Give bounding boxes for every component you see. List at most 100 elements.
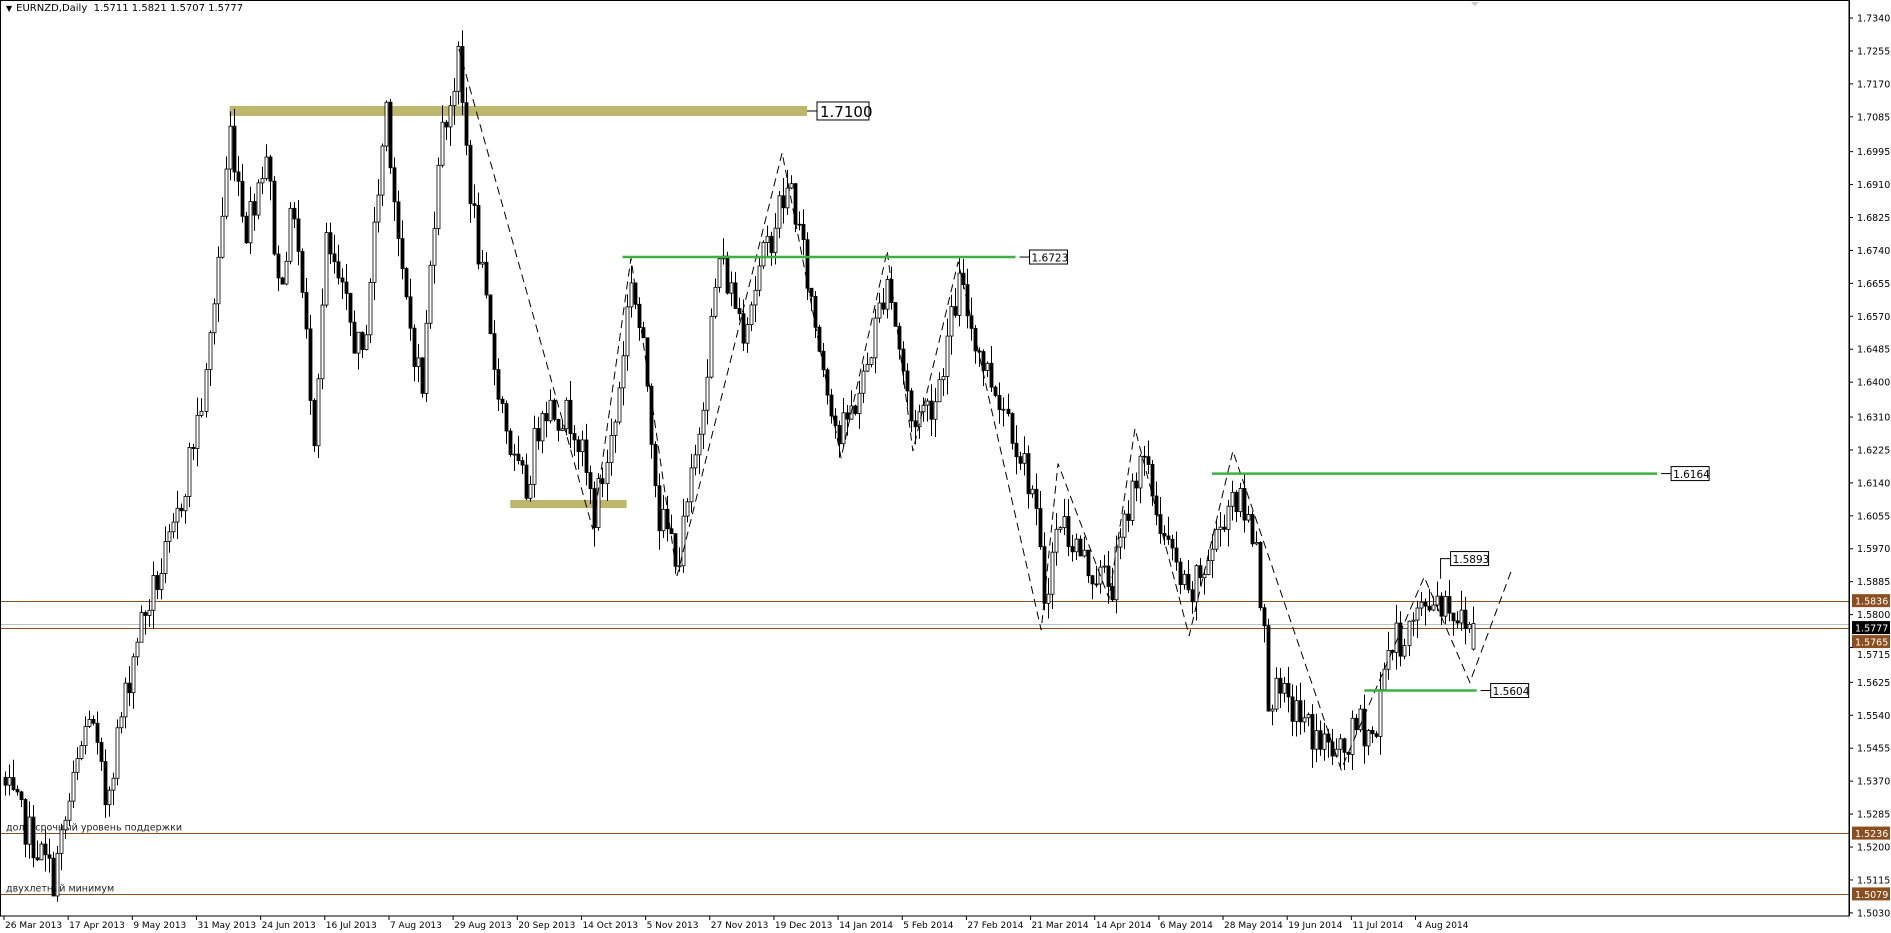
candle-bull <box>428 264 433 324</box>
candle-bear <box>1423 601 1428 607</box>
green-level-label: 1.5604 <box>1493 686 1530 698</box>
level-price-tag: 1.5836 <box>1855 597 1888 608</box>
candle-bull <box>115 727 120 779</box>
candle-bear <box>1174 547 1179 563</box>
y-tick-label: 1.5540 <box>1857 711 1890 722</box>
candle-bear <box>637 303 642 328</box>
candle-bull <box>949 306 954 337</box>
triangle-down-icon[interactable]: ▼ <box>6 4 13 13</box>
candle-bear <box>801 224 806 241</box>
candle-bear <box>352 321 357 354</box>
candle-bear <box>179 507 184 512</box>
candle-bear <box>1326 733 1331 743</box>
candle-bear <box>1170 539 1175 549</box>
x-tick-label: 21 Mar 2014 <box>1032 921 1089 931</box>
candle-bull <box>1210 548 1215 561</box>
candle-bear <box>821 350 826 371</box>
candle-bear <box>300 251 305 293</box>
candle-bear <box>536 428 541 442</box>
candle-bull <box>1314 730 1319 750</box>
green-level-label: 1.6164 <box>1673 469 1710 481</box>
green-level-label: 1.6723 <box>1032 253 1069 265</box>
candle-bull <box>761 242 766 267</box>
y-tick-label: 1.5625 <box>1857 678 1890 689</box>
candle-bear <box>769 235 774 254</box>
candle-bear <box>496 369 501 400</box>
zone-rect <box>229 105 807 117</box>
candle-bull <box>1407 620 1412 646</box>
candle-bull <box>1282 682 1287 694</box>
candle-bull <box>59 829 64 854</box>
y-tick-label: 1.6310 <box>1857 413 1890 424</box>
candle-bull <box>424 322 429 394</box>
candle-bear <box>344 281 349 294</box>
candle-bear <box>1154 495 1159 516</box>
candle-bull <box>596 478 601 528</box>
candle-bull <box>528 483 533 499</box>
candle-bull <box>693 454 698 469</box>
candle-bear <box>989 362 994 388</box>
candle-bull <box>1246 514 1251 521</box>
candle-bear <box>155 575 160 590</box>
candle-bear <box>568 399 573 434</box>
candle-bear <box>1126 513 1131 521</box>
candle-bull <box>629 282 634 308</box>
y-tick-label: 1.6655 <box>1857 279 1890 290</box>
candle-bear <box>400 238 405 269</box>
candle-bull <box>1054 528 1059 553</box>
candle-bull <box>368 281 373 336</box>
candle-bull <box>151 575 156 611</box>
x-tick-label: 14 Jan 2014 <box>839 921 893 931</box>
x-tick-label: 11 Jul 2014 <box>1352 921 1403 931</box>
candle-bull <box>199 410 204 416</box>
candle-bear <box>99 742 104 762</box>
candle-bear <box>304 291 309 330</box>
candle-bull <box>1218 526 1223 530</box>
candle-bear <box>1318 730 1323 750</box>
candle-bull <box>1435 595 1440 606</box>
candle-bull <box>1001 408 1006 411</box>
candle-bear <box>348 292 353 323</box>
level-price-tag-bg <box>1852 826 1890 840</box>
candle-bear <box>19 791 24 800</box>
candle-bear <box>23 799 28 845</box>
candle-bear <box>1150 464 1155 497</box>
candle-bull <box>320 304 325 380</box>
candle-bear <box>1439 595 1444 617</box>
candle-bull <box>364 334 369 350</box>
candle-bull <box>1338 738 1343 750</box>
candle-bear <box>468 144 473 205</box>
candle-bear <box>929 400 934 420</box>
candle-bull <box>701 409 706 435</box>
candle-bear <box>741 313 746 344</box>
candle-bear <box>965 284 970 317</box>
candle-bear <box>1447 596 1452 614</box>
candle-bear <box>1330 741 1335 757</box>
zone-rect <box>510 499 627 509</box>
candle-bull <box>71 771 76 802</box>
candle-bull <box>1254 542 1259 545</box>
candle-bull <box>765 235 770 244</box>
candle-bull <box>1443 596 1448 617</box>
candle-bull <box>564 399 569 430</box>
candle-bull <box>456 46 461 92</box>
candle-bull <box>617 387 622 423</box>
y-tick-label: 1.5970 <box>1857 544 1890 555</box>
candle-bull <box>83 726 88 747</box>
candle-bull <box>1270 708 1275 712</box>
candle-bull <box>1274 677 1279 710</box>
x-tick-label: 20 Sep 2013 <box>518 921 575 931</box>
candle-bull <box>925 400 930 406</box>
candle-bear <box>1066 516 1071 547</box>
candle-bear <box>905 370 910 392</box>
candle-bull <box>933 401 938 420</box>
candle-bear <box>332 253 337 263</box>
candle-bear <box>576 439 581 453</box>
candle-bear <box>737 308 742 315</box>
candle-bear <box>508 430 513 456</box>
candle-bear <box>191 447 196 449</box>
candle-bull <box>745 324 750 344</box>
y-tick-label: 1.6740 <box>1857 246 1890 257</box>
y-tick-label: 1.5800 <box>1857 610 1890 621</box>
